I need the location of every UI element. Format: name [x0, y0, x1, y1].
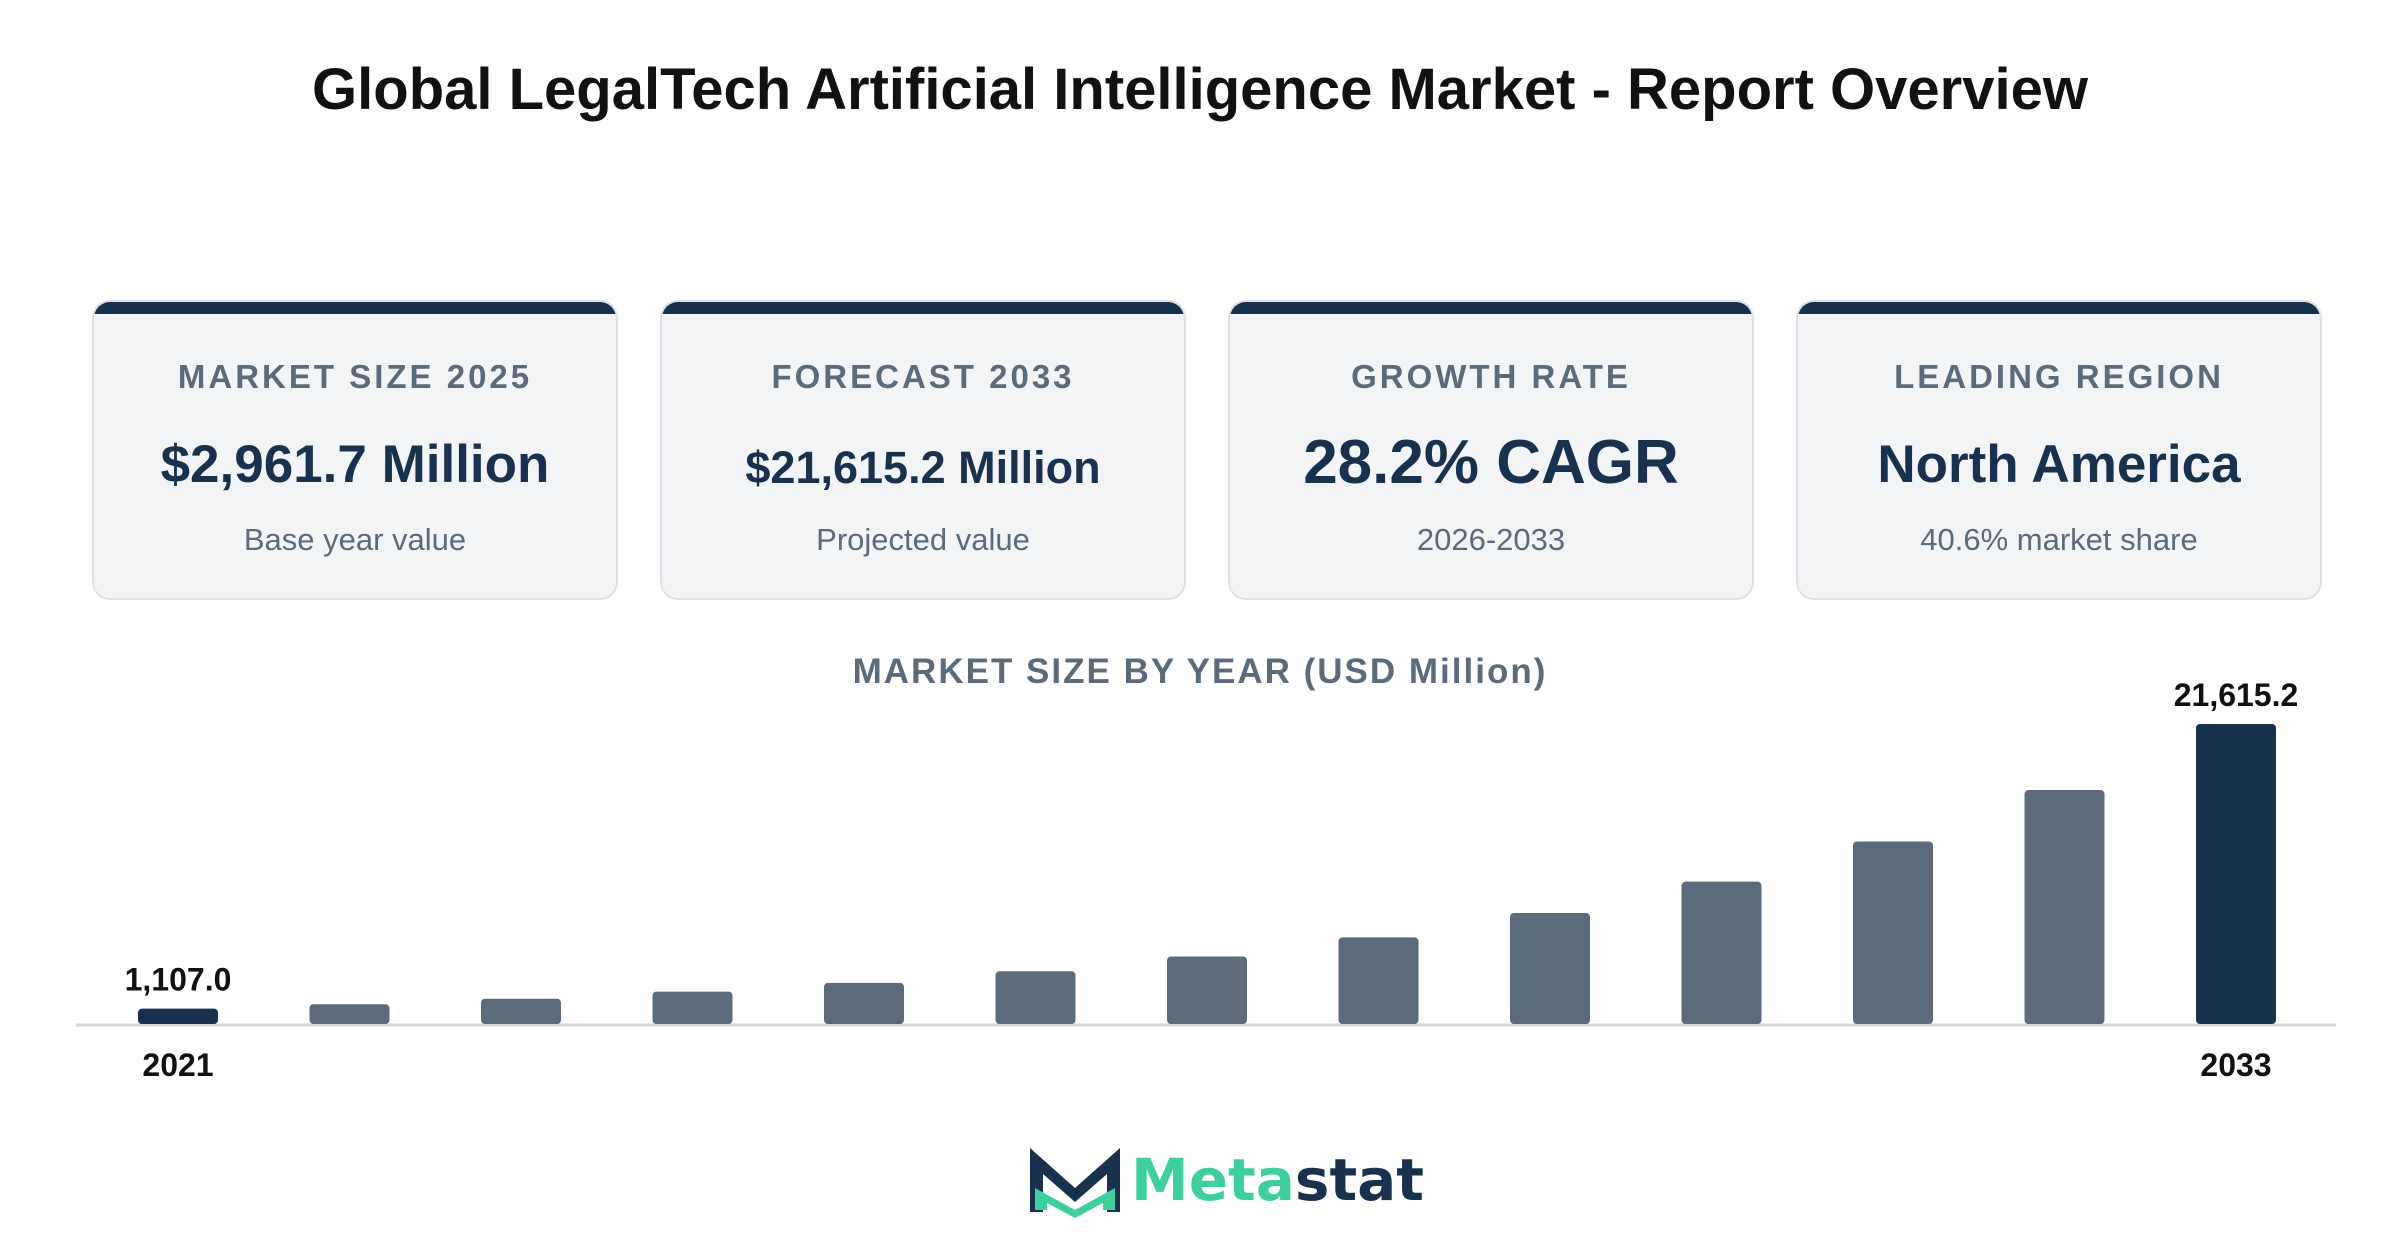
card-market-size: MARKET SIZE 2025 $2,961.7 Million Base y… [92, 300, 618, 600]
card-label: GROWTH RATE [1351, 358, 1631, 395]
bar-2026 [995, 971, 1076, 1024]
data-label-2021: 1,107.0 [125, 962, 232, 998]
card-accent-bar [662, 302, 1184, 314]
metastat-logo: Metastat [1025, 1140, 1424, 1220]
bar-2023 [481, 998, 561, 1024]
card-accent-bar [94, 302, 616, 314]
bar-2028 [1338, 937, 1419, 1024]
bar-2030 [1681, 881, 1762, 1024]
x-tick-label-2033: 2033 [2200, 1047, 2271, 1083]
logo-text-stat: stat [1294, 1146, 1425, 1214]
bar-2021 [138, 1008, 218, 1024]
card-subtext: Base year value [243, 522, 467, 557]
card-label: MARKET SIZE 2025 [177, 358, 533, 395]
bar-2033 [2196, 724, 2276, 1024]
logo-text: Metastat [1131, 1146, 1424, 1214]
bar-2031 [1853, 841, 1933, 1024]
card-subtext: Projected value [816, 522, 1030, 557]
card-forecast: FORECAST 2033 $21,615.2 Million Projecte… [660, 300, 1186, 600]
bar-2032 [2024, 790, 2105, 1024]
card-value: $21,615.2 Million [745, 442, 1101, 493]
bar-2022 [309, 1004, 390, 1024]
x-tick-label-2021: 2021 [142, 1047, 213, 1083]
summary-cards: MARKET SIZE 2025 $2,961.7 Million Base y… [92, 300, 2322, 602]
card-subtext: 2026-2033 [1416, 522, 1566, 557]
card-value: 28.2% CAGR [1303, 428, 1679, 497]
card-accent-bar [1230, 302, 1752, 314]
bar-2029 [1510, 912, 1590, 1024]
card-value: $2,961.7 Million [160, 435, 550, 494]
bar-2025 [824, 982, 904, 1024]
bar-2024 [652, 991, 733, 1024]
chart-title: MARKET SIZE BY YEAR (USD Million) [852, 652, 1548, 691]
logo-text-meta: Meta [1131, 1146, 1295, 1214]
data-label-2033: 21,615.2 [2174, 677, 2299, 713]
metastat-m-logo-icon [1030, 1148, 1120, 1218]
page-title: Global LegalTech Artificial Intelligence… [312, 57, 2088, 122]
bar-2027 [1167, 956, 1247, 1024]
card-accent-bar [1798, 302, 2320, 314]
card-label: FORECAST 2033 [771, 358, 1075, 395]
card-growth-rate: GROWTH RATE 28.2% CAGR 2026-2033 [1228, 300, 1754, 600]
card-subtext: 40.6% market share [1920, 522, 2198, 557]
card-value: North America [1877, 435, 2241, 494]
card-label: LEADING REGION [1894, 358, 2224, 395]
card-leading-region: LEADING REGION North America 40.6% marke… [1796, 300, 2322, 600]
